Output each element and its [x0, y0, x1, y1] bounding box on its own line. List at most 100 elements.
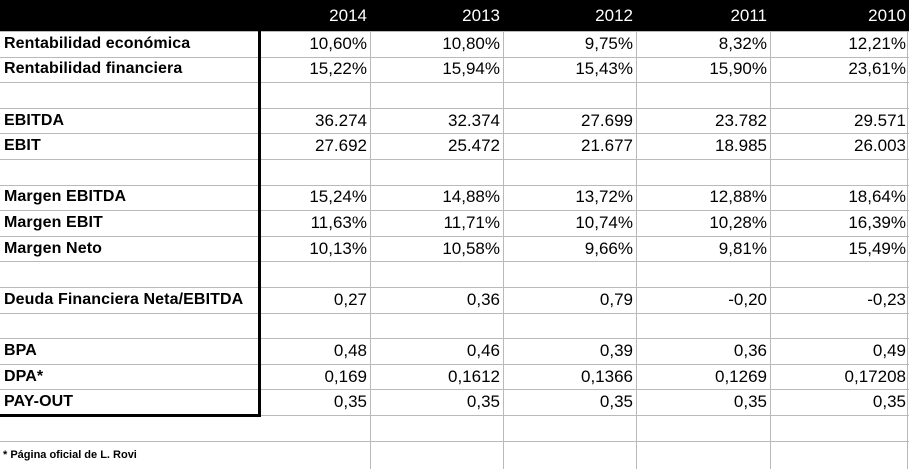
value-cell: 29.571: [854, 110, 906, 130]
header-corner: [0, 0, 259, 31]
header-year-2010: 2010: [770, 0, 909, 31]
table-header-row: 2014 2013 2012 2011 2010: [0, 0, 909, 31]
value-cell: [770, 159, 909, 185]
table-row: Deuda Financiera Neta/EBITDA 0,27 0,36 0,79…: [0, 287, 909, 313]
value-cell: [503, 82, 636, 108]
header-year-2014: 2014: [259, 0, 370, 31]
value-cell: 0,35: [466, 392, 500, 412]
value-cell: 15,90%: [709, 59, 767, 79]
value-cell: 0,35: [599, 392, 633, 412]
row-label: DPA*: [4, 367, 44, 385]
value-cell: 0,79: [599, 289, 633, 309]
value-cell: -0,23: [867, 289, 906, 309]
grid-line: [503, 31, 504, 469]
value-cell: 0,36: [466, 289, 500, 309]
value-cell: 11,71%: [443, 212, 500, 232]
value-cell: [370, 82, 503, 108]
grid-line: [907, 31, 908, 469]
value-cell: 0,39: [599, 340, 633, 360]
value-cell: [259, 313, 370, 339]
grid-line: [0, 338, 909, 340]
value-cell: 15,94%: [442, 59, 500, 79]
grid-line: [0, 133, 909, 135]
value-cell: 15,49%: [848, 238, 906, 258]
value-cell: 18,64%: [848, 187, 906, 207]
grid-line: [370, 31, 371, 469]
row-label: Margen EBIT: [4, 213, 103, 231]
row-label: [0, 159, 259, 185]
table-row: Margen Neto 10,13% 10,58% 9,66% 9,81% 15,49%: [0, 236, 909, 262]
value-cell: [503, 159, 636, 185]
value-cell: 0,1366: [581, 366, 633, 386]
value-cell: [636, 159, 770, 185]
value-cell: 27.699: [581, 110, 633, 130]
row-label: Rentabilidad financiera: [4, 60, 183, 78]
grid-line: [0, 415, 909, 416]
value-cell: 36.274: [315, 110, 367, 130]
row-label: [0, 313, 259, 339]
footnote-row: * Página oficial de L. Rovi: [0, 441, 909, 469]
value-cell: 9,66%: [584, 238, 633, 258]
row-label: EBITDA: [4, 111, 65, 129]
table-row: [0, 313, 909, 339]
value-cell: 21.677: [581, 136, 633, 156]
value-cell: [259, 261, 370, 287]
value-cell: [636, 313, 770, 339]
row-label: PAY-OUT: [4, 393, 74, 411]
value-cell: 15,43%: [575, 59, 633, 79]
table-row: EBIT 27.692 25.472 21.677 18.985 26.003: [0, 133, 909, 159]
value-cell: 10,28%: [709, 212, 767, 232]
value-cell: 15,22%: [309, 59, 367, 79]
grid-line: [0, 261, 909, 263]
header-year-2012: 2012: [503, 0, 636, 31]
value-cell: 0,17208: [844, 366, 906, 386]
table-row: DPA* 0,169 0,1612 0,1366 0,1269 0,17208: [0, 364, 909, 390]
value-cell: 0,35: [333, 392, 367, 412]
grid-line: [0, 210, 909, 212]
row-label: [0, 261, 259, 287]
value-cell: 0,46: [466, 340, 500, 360]
value-cell: 0,49: [872, 340, 906, 360]
value-cell: [370, 261, 503, 287]
row-label: Margen Neto: [4, 239, 102, 257]
value-cell: -0,20: [728, 289, 767, 309]
grid-line: [0, 56, 909, 58]
value-cell: 13,72%: [575, 187, 633, 207]
grid-line: [0, 82, 909, 84]
grid-line: [770, 31, 771, 469]
table-row: Margen EBITDA 15,24% 14,88% 13,72% 12,88% 18,…: [0, 185, 909, 211]
value-cell: [503, 261, 636, 287]
value-cell: [503, 313, 636, 339]
value-cell: 0,48: [333, 340, 367, 360]
value-cell: 14,88%: [442, 187, 500, 207]
value-cell: [259, 82, 370, 108]
value-cell: [370, 313, 503, 339]
grid-line: [0, 441, 909, 442]
table-row: Rentabilidad financiera 15,22% 15,94% 15,43…: [0, 57, 909, 83]
value-cell: 0,27: [333, 289, 367, 309]
value-cell: 18.985: [715, 136, 767, 156]
value-cell: 10,13%: [309, 238, 367, 258]
label-column-border: [258, 0, 261, 415]
value-cell: 0,1269: [715, 366, 767, 386]
value-cell: 10,60%: [309, 33, 367, 53]
value-cell: [770, 313, 909, 339]
row-label: Margen EBITDA: [4, 188, 127, 206]
value-cell: 9,81%: [718, 238, 767, 258]
grid-line: [0, 363, 909, 365]
value-cell: 11,63%: [310, 212, 367, 232]
value-cell: [636, 82, 770, 108]
table-row: Rentabilidad económica 10,60% 10,80% 9,75% 8…: [0, 31, 909, 57]
value-cell: 16,39%: [848, 212, 906, 232]
table-row: EBITDA 36.274 32.374 27.699 23.782 29.571: [0, 108, 909, 134]
value-cell: 26.003: [854, 136, 906, 156]
value-cell: 10,80%: [442, 33, 500, 53]
row-label: BPA: [4, 341, 37, 359]
value-cell: 0,1612: [448, 366, 500, 386]
value-cell: 0,36: [733, 340, 767, 360]
table-row: BPA 0,48 0,46 0,39 0,36 0,49: [0, 338, 909, 364]
value-cell: 12,88%: [709, 187, 767, 207]
grid-line: [636, 31, 637, 469]
table-row: [0, 159, 909, 185]
